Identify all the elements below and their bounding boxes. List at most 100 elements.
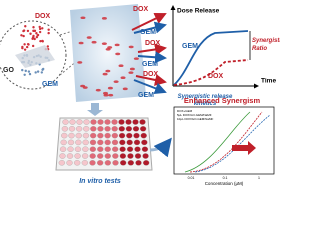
dox-dot	[39, 39, 42, 43]
gel-dot	[128, 71, 134, 74]
well	[133, 132, 140, 139]
well	[82, 132, 90, 139]
well	[59, 146, 67, 152]
well	[97, 139, 104, 146]
well	[112, 146, 119, 152]
well	[125, 119, 132, 125]
well	[118, 119, 125, 125]
well	[75, 132, 82, 139]
legend-entry: 10μL DOX/GO-GEM/NaMF	[177, 117, 213, 121]
well	[119, 139, 126, 146]
dox-dot	[31, 44, 35, 48]
arrow-label: DOX	[133, 6, 149, 13]
gel-dot	[103, 91, 109, 95]
annotation: Synergistic Dose Ratio	[252, 38, 280, 52]
fit-curve	[184, 111, 251, 173]
dox-dot	[26, 42, 30, 46]
well	[104, 146, 111, 152]
well	[104, 119, 111, 125]
dox-dot	[23, 43, 26, 46]
well	[120, 160, 127, 166]
plot-title: Enhanced Synergism	[184, 96, 261, 105]
gel-dot	[120, 76, 126, 80]
well	[141, 139, 148, 146]
axis-label: Concentration (μM)	[205, 181, 244, 186]
curved-arrow	[149, 137, 172, 158]
well	[75, 126, 83, 132]
dox-curve	[173, 59, 249, 86]
gem-dot	[36, 70, 40, 73]
well	[142, 153, 149, 159]
dox-dot	[36, 33, 40, 37]
text-line: Ratio	[252, 46, 267, 52]
x-tick-label: 1	[258, 176, 260, 180]
dox-dot	[38, 25, 41, 29]
dox-dot	[41, 27, 44, 30]
well	[111, 139, 119, 146]
gel-dot	[80, 16, 86, 20]
well	[66, 153, 74, 159]
graphene-sheet	[15, 45, 55, 68]
gel-dot	[114, 43, 120, 47]
figure: DOX GO GEM DOX GEM DOX GEM DOX GEM Dose …	[0, 4, 280, 186]
arrow	[133, 79, 167, 94]
x-tick-label: 0.01	[188, 176, 195, 180]
well	[67, 146, 74, 152]
well	[66, 160, 73, 166]
gel-dot	[101, 42, 107, 45]
well	[61, 126, 69, 132]
well	[126, 139, 133, 146]
gel-dot	[82, 86, 88, 89]
gel-dot	[103, 93, 109, 97]
gel-dot	[102, 72, 108, 76]
dox-dot	[26, 29, 30, 33]
gel-dot	[122, 87, 128, 91]
dox-dot	[47, 28, 50, 31]
well	[132, 119, 139, 125]
arrow-label: GEM	[140, 29, 156, 36]
well	[68, 132, 75, 139]
well	[74, 160, 81, 166]
dox-dot	[46, 45, 50, 48]
dox-dot	[22, 29, 26, 32]
well	[111, 119, 118, 125]
well	[97, 146, 104, 152]
dox-dot	[24, 25, 27, 28]
well	[104, 153, 111, 159]
x-tick-label: 0.1	[223, 176, 228, 180]
gel-dot	[105, 47, 111, 51]
dox-dot	[22, 34, 25, 38]
gem-dot	[42, 67, 45, 71]
well	[127, 153, 134, 159]
well	[89, 153, 96, 159]
gel-dot	[115, 52, 121, 56]
axis-label: Dose Release	[177, 8, 220, 15]
well	[140, 132, 147, 139]
well	[104, 126, 111, 132]
inset-particles	[15, 25, 55, 77]
gem-dot	[27, 70, 31, 73]
well	[89, 146, 96, 152]
well	[143, 160, 150, 166]
well	[90, 119, 97, 125]
gel-dot	[108, 93, 114, 97]
well	[68, 126, 76, 132]
well	[111, 132, 118, 139]
dox-dot	[32, 26, 35, 29]
gel-dot	[86, 36, 92, 39]
gel-dot	[77, 61, 83, 64]
arrow-label: DOX	[143, 71, 159, 78]
well	[74, 146, 82, 152]
well	[90, 126, 97, 132]
well	[135, 160, 142, 166]
well	[97, 132, 104, 139]
well	[97, 126, 104, 132]
down-arrow	[87, 103, 103, 116]
gel-dot	[101, 17, 107, 20]
dox-dot	[35, 35, 39, 39]
arrow	[137, 43, 167, 56]
dox-dot	[47, 31, 50, 35]
arrow	[131, 12, 167, 31]
well	[139, 119, 146, 125]
dox-dot	[21, 46, 24, 50]
